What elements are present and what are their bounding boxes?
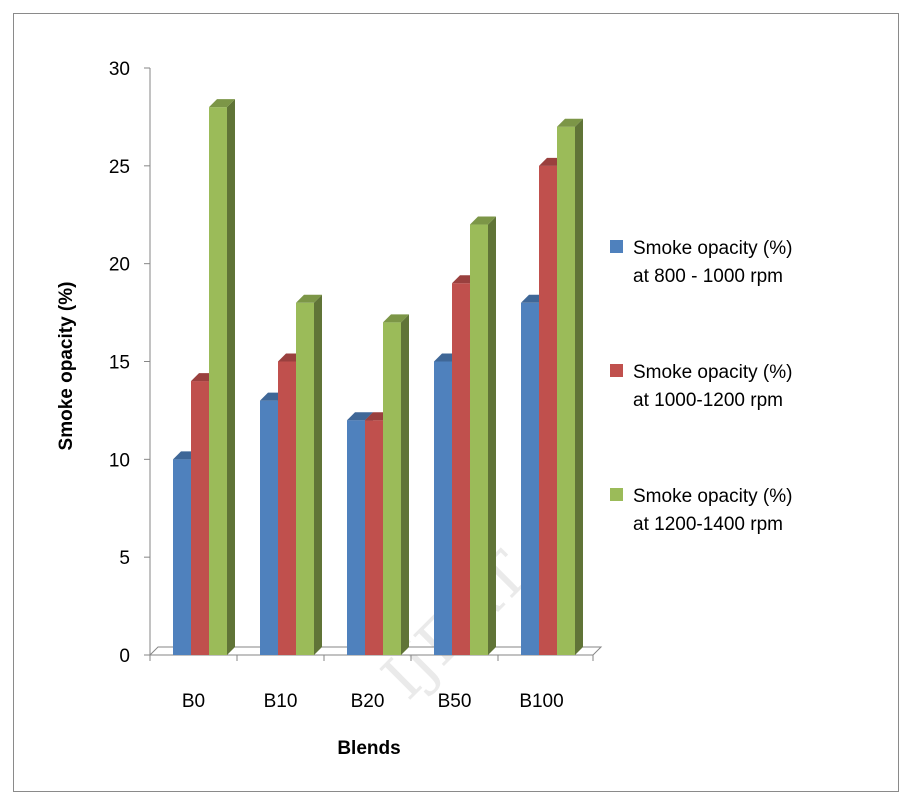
y-tick-label: 30 — [109, 59, 130, 80]
y-axis-title: Smoke opacity (%) — [56, 282, 77, 451]
y-tick-label: 25 — [109, 157, 130, 178]
x-axis-title: Blends — [337, 738, 400, 759]
bar-front — [470, 224, 488, 656]
y-tick-label: 0 — [119, 646, 130, 667]
bar-front — [539, 165, 557, 656]
bar-side — [575, 118, 583, 655]
legend-label-line: at 800 - 1000 rpm — [633, 266, 783, 287]
bar-side — [227, 99, 235, 656]
legend-label-line: Smoke opacity (%) — [633, 362, 792, 383]
bar-front — [260, 400, 278, 655]
bar-top — [557, 118, 583, 127]
bar-top — [470, 216, 496, 225]
bar — [383, 314, 409, 655]
bar-top — [296, 294, 322, 303]
bar-front — [521, 302, 539, 655]
bar-front — [365, 420, 383, 655]
bar — [209, 99, 235, 656]
bar — [557, 118, 583, 655]
x-tick-labels: B0 B10 B20 B50 B100 — [182, 691, 564, 712]
bar — [296, 294, 322, 655]
x-tick-label: B20 — [351, 691, 385, 712]
x-tick-label: B50 — [438, 691, 472, 712]
bar-side — [488, 216, 496, 656]
bar-top — [209, 99, 235, 108]
x-tick-label: B10 — [264, 691, 298, 712]
bar-front — [452, 283, 470, 655]
bar-front — [209, 107, 227, 656]
bar — [470, 216, 496, 656]
bar-front — [173, 459, 191, 655]
legend-label-line: Smoke opacity (%) — [633, 486, 792, 507]
x-tick-label: B100 — [519, 691, 563, 712]
bar-front — [296, 302, 314, 655]
bar-front — [191, 381, 209, 655]
legend: Smoke opacity (%) at 800 - 1000 rpm Smoke … — [610, 238, 792, 535]
y-tick-label: 10 — [109, 450, 130, 471]
x-tick-label: B0 — [182, 691, 205, 712]
legend-swatch — [610, 364, 623, 377]
y-tick-labels: 0 5 10 15 20 25 30 — [109, 59, 130, 667]
bar-front — [383, 322, 401, 655]
legend-label-line: at 1200-1400 rpm — [633, 514, 783, 535]
bar-side — [314, 294, 322, 655]
legend-swatch — [610, 488, 623, 501]
y-tick-label: 20 — [109, 255, 130, 276]
legend-label-line: at 1000-1200 rpm — [633, 390, 783, 411]
bar-front — [278, 361, 296, 655]
bars — [173, 99, 583, 656]
bar-top — [383, 314, 409, 323]
legend-swatch — [610, 240, 623, 253]
legend-label-line: Smoke opacity (%) — [633, 238, 792, 259]
y-tick-label: 5 — [119, 548, 130, 569]
bar-front — [557, 126, 575, 655]
bar-front — [434, 361, 452, 655]
bar-top — [347, 412, 373, 421]
y-tick-label: 15 — [109, 353, 130, 374]
bar-front — [347, 420, 365, 655]
bar-side — [401, 314, 409, 655]
